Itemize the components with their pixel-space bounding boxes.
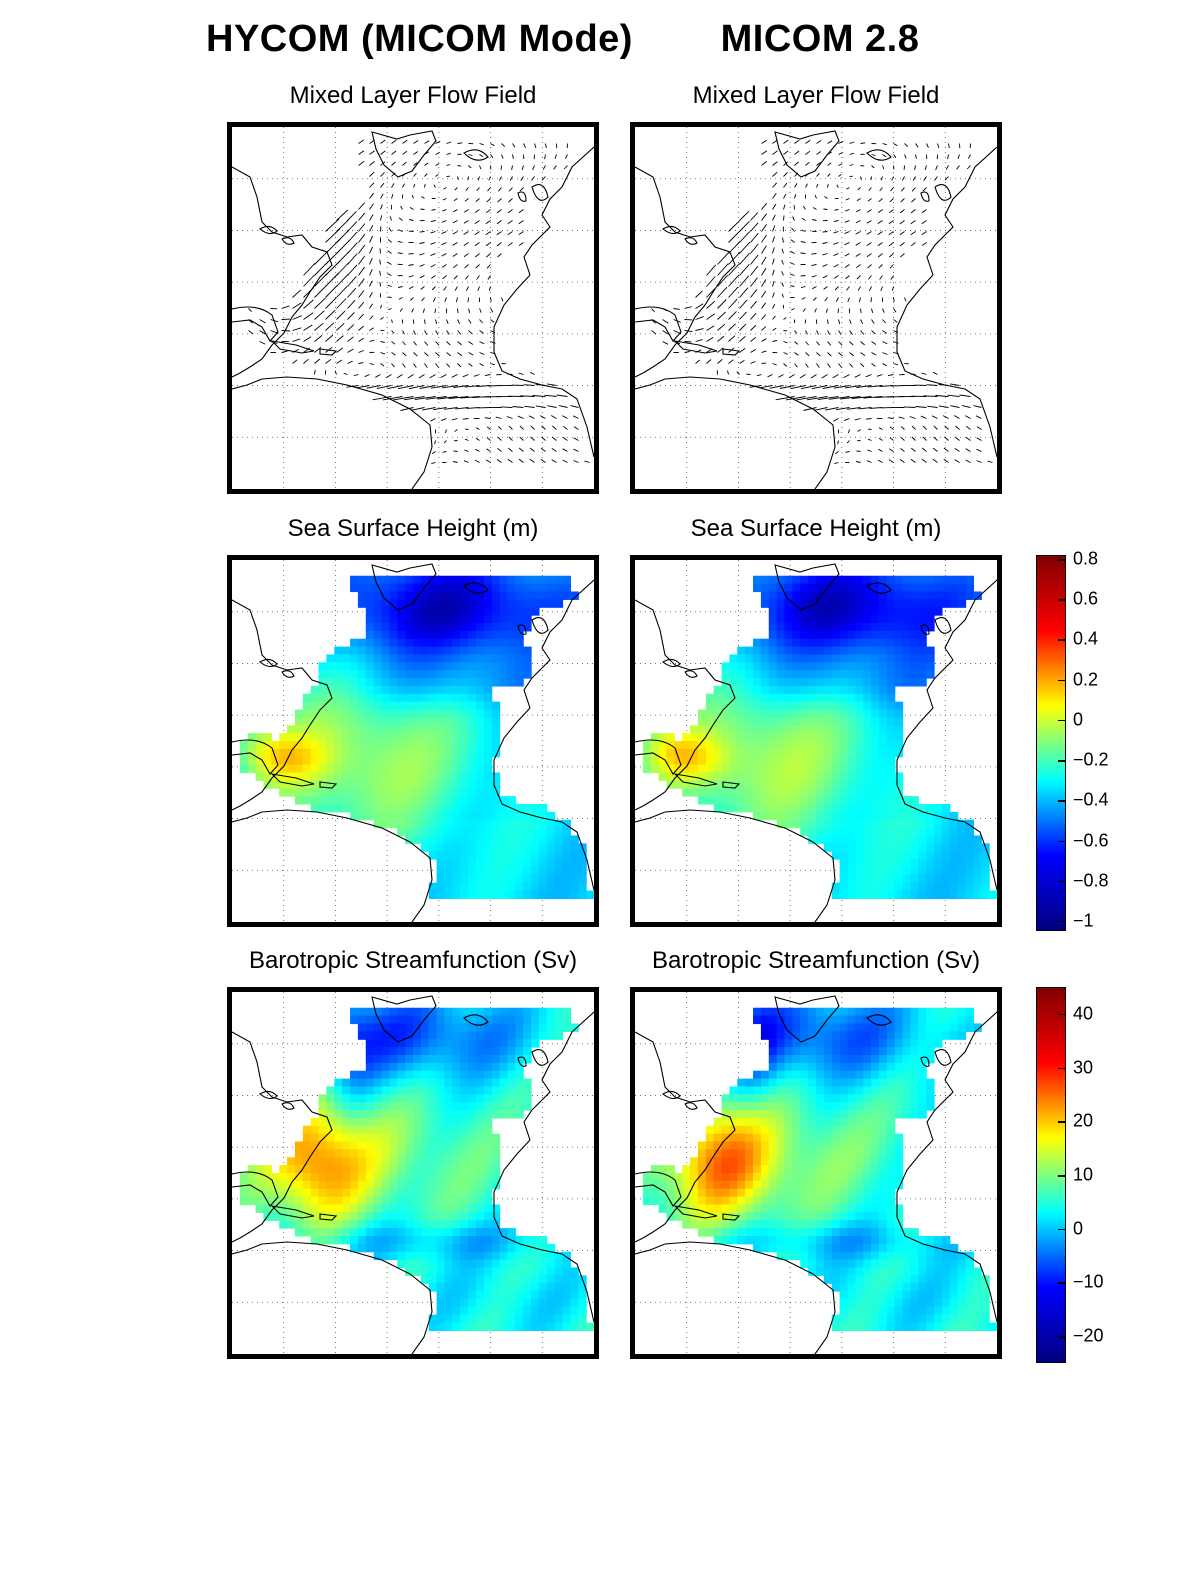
ssh-colorbar-tick [1058, 599, 1066, 601]
right-ssh-title: Sea Surface Height (m) [690, 515, 942, 542]
ssh-colorbar-label: 0.2 [1073, 669, 1099, 690]
right-psi-title: Barotropic Streamfunction (Sv) [651, 947, 981, 974]
ssh-colorbar-label: 0 [1073, 709, 1084, 730]
left-ssh-map [232, 560, 594, 922]
psi-colorbar-tick [1058, 1282, 1066, 1284]
ssh-colorbar-tick [1058, 760, 1066, 762]
ssh-colorbar-tick [1058, 800, 1066, 802]
ssh-colorbar-tick [1058, 559, 1066, 561]
ssh-colorbar-label: 0.4 [1073, 628, 1099, 649]
left-psi-title: Barotropic Streamfunction (Sv) [248, 947, 578, 974]
left-flow-panel [227, 122, 599, 494]
psi-colorbar-tick [1058, 1013, 1066, 1016]
left-flow-title: Mixed Layer Flow Field [289, 82, 537, 109]
right-column-title: MICOM 2.8 [720, 18, 920, 60]
ssh-colorbar-label: 0.6 [1073, 588, 1099, 609]
ssh-colorbar-label: −0.8 [1073, 870, 1109, 891]
left-ssh-title: Sea Surface Height (m) [287, 515, 539, 542]
ssh-colorbar-label: −0.6 [1073, 830, 1109, 850]
psi-colorbar-tick [1058, 1121, 1066, 1123]
psi-colorbar-tick [1058, 1175, 1066, 1177]
ssh-colorbar-tick [1058, 679, 1066, 682]
psi-colorbar-label: −20 [1073, 1325, 1104, 1346]
psi-colorbar-tick [1058, 1336, 1066, 1338]
right-ssh-panel [630, 555, 1002, 927]
ssh-colorbar-tick [1058, 639, 1066, 641]
psi-colorbar-tick [1058, 1228, 1066, 1231]
right-ssh-map [635, 560, 997, 922]
psi-colorbar-label: 30 [1073, 1057, 1094, 1078]
ssh-colorbar-label: 0.8 [1073, 548, 1099, 569]
ssh-colorbar-label: −0.4 [1073, 789, 1109, 810]
psi-colorbar-label: 0 [1073, 1218, 1084, 1239]
ssh-colorbar-tick [1058, 840, 1066, 842]
psi-colorbar-label: 40 [1073, 1003, 1094, 1024]
right-flow-panel [630, 122, 1002, 494]
ssh-colorbar-label: −0.2 [1073, 749, 1109, 770]
psi-colorbar-label: 10 [1073, 1164, 1094, 1185]
ssh-colorbar-tick [1058, 920, 1066, 923]
right-flow-map [635, 127, 997, 489]
left-psi-map [232, 992, 594, 1354]
psi-colorbar-label: 20 [1073, 1110, 1094, 1131]
right-psi-panel [630, 987, 1002, 1359]
psi-colorbar-tick [1058, 1067, 1066, 1070]
right-flow-title: Mixed Layer Flow Field [692, 82, 940, 109]
left-psi-panel [227, 987, 599, 1359]
right-psi-map [635, 992, 997, 1354]
ssh-colorbar-tick [1058, 719, 1066, 722]
ssh-colorbar [1036, 555, 1066, 931]
left-flow-map [232, 127, 594, 489]
ssh-colorbar-label: −1 [1073, 910, 1094, 931]
psi-colorbar-label: −10 [1073, 1271, 1104, 1292]
left-column-title: HYCOM (MICOM Mode) [206, 18, 633, 60]
ssh-colorbar-tick [1058, 880, 1066, 883]
left-ssh-panel [227, 555, 599, 927]
